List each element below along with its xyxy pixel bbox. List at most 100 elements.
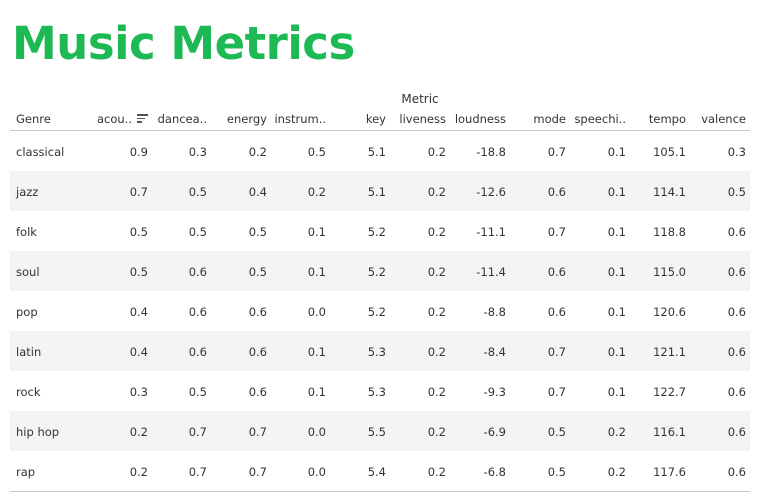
- genre-cell: pop: [16, 305, 38, 319]
- value-cell: -6.9: [483, 425, 506, 439]
- value-cell: 122.7: [653, 385, 686, 399]
- column-header[interactable]: energy: [207, 112, 267, 126]
- value-cell: -11.4: [476, 265, 506, 279]
- value-cell: 0.7: [248, 425, 267, 439]
- genre-cell: soul: [16, 265, 40, 279]
- value-cell: 0.6: [188, 305, 207, 319]
- value-cell: 0.1: [607, 265, 626, 279]
- genre-cell: jazz: [16, 185, 39, 199]
- value-cell: 120.6: [653, 305, 686, 319]
- value-cell: 0.6: [547, 185, 566, 199]
- column-header-label: speechi..: [574, 112, 626, 126]
- value-cell: -9.3: [483, 385, 506, 399]
- table-row: classical 0.9 0.3 0.2 0.5 5.1 0.2 -18.8 0.7 0.1 10…: [10, 131, 750, 171]
- column-header[interactable]: instrum..: [266, 112, 326, 126]
- value-cell: 0.5: [307, 145, 326, 159]
- value-cell: 0.2: [427, 305, 446, 319]
- value-cell: 0.7: [547, 225, 566, 239]
- table-bottom-border: [10, 491, 750, 492]
- value-cell: 0.9: [129, 145, 148, 159]
- column-header[interactable]: dancea..: [147, 112, 207, 126]
- table-row: jazz 0.7 0.5 0.4 0.2 5.1 0.2 -12.6 0.6 0.1 114.1 0.…: [10, 171, 750, 211]
- value-cell: 0.5: [188, 185, 207, 199]
- value-cell: -8.8: [483, 305, 506, 319]
- table-row: soul 0.5 0.6 0.5 0.1 5.2 0.2 -11.4 0.6 0.1 115.0 0.…: [10, 251, 750, 291]
- value-cell: 5.3: [367, 345, 386, 359]
- column-header-label: key: [365, 112, 386, 126]
- value-cell: -18.8: [476, 145, 506, 159]
- column-header[interactable]: mode: [506, 112, 566, 126]
- genre-cell: folk: [16, 225, 37, 239]
- value-cell: 115.0: [653, 265, 686, 279]
- value-cell: 0.2: [427, 425, 446, 439]
- column-header-label: instrum..: [274, 112, 326, 126]
- value-cell: 0.2: [307, 185, 326, 199]
- value-cell: -12.6: [476, 185, 506, 199]
- column-header[interactable]: liveness: [386, 112, 446, 126]
- value-cell: 0.2: [129, 425, 148, 439]
- value-cell: 0.1: [607, 305, 626, 319]
- value-cell: 0.4: [129, 305, 148, 319]
- table-body: classical 0.9 0.3 0.2 0.5 5.1 0.2 -18.8 0.7 0.1 10…: [10, 131, 750, 491]
- value-cell: 5.3: [367, 385, 386, 399]
- value-cell: -8.4: [483, 345, 506, 359]
- column-header[interactable]: speechi..: [566, 112, 626, 126]
- table-row: latin 0.4 0.6 0.6 0.1 5.3 0.2 -8.4 0.7 0.1 121.1 0.…: [10, 331, 750, 371]
- value-cell: 5.2: [367, 265, 386, 279]
- metrics-table: Genre acou.. dancea.. energy instrum.. key li…: [10, 108, 750, 492]
- value-cell: 0.2: [427, 265, 446, 279]
- value-cell: 0.5: [188, 225, 207, 239]
- value-cell: 0.2: [427, 145, 446, 159]
- value-cell: 0.6: [188, 265, 207, 279]
- value-cell: 0.0: [307, 465, 326, 479]
- value-cell: 0.1: [307, 265, 326, 279]
- value-cell: 0.5: [129, 265, 148, 279]
- column-header[interactable]: loudness: [446, 112, 506, 126]
- value-cell: 0.0: [307, 305, 326, 319]
- value-cell: 5.2: [367, 225, 386, 239]
- value-cell: 0.1: [607, 385, 626, 399]
- value-cell: 0.2: [607, 425, 626, 439]
- value-cell: 0.1: [607, 225, 626, 239]
- table-header-row: Genre acou.. dancea.. energy instrum.. key li…: [10, 108, 750, 131]
- value-cell: 0.1: [307, 225, 326, 239]
- value-cell: 0.5: [188, 385, 207, 399]
- column-header[interactable]: key: [326, 112, 386, 126]
- value-cell: 0.7: [547, 385, 566, 399]
- genre-cell: classical: [16, 145, 65, 159]
- column-header[interactable]: acou..: [88, 112, 148, 126]
- value-cell: -6.8: [483, 465, 506, 479]
- value-cell: 0.5: [129, 225, 148, 239]
- value-cell: 0.6: [727, 265, 746, 279]
- value-cell: 0.6: [727, 385, 746, 399]
- value-cell: 105.1: [653, 145, 686, 159]
- genre-cell: rock: [16, 385, 41, 399]
- value-cell: 0.6: [727, 425, 746, 439]
- value-cell: 0.4: [129, 345, 148, 359]
- column-header[interactable]: valence: [686, 112, 746, 126]
- value-cell: 0.2: [427, 465, 446, 479]
- table-row: folk 0.5 0.5 0.5 0.1 5.2 0.2 -11.1 0.7 0.1 118.8 0.…: [10, 211, 750, 251]
- sort-descending-icon[interactable]: [137, 114, 148, 123]
- value-cell: 0.1: [607, 145, 626, 159]
- value-cell: 0.2: [129, 465, 148, 479]
- row-header-genre: Genre: [16, 112, 51, 126]
- value-cell: 0.6: [727, 305, 746, 319]
- table-row: hip hop 0.2 0.7 0.7 0.0 5.5 0.2 -6.9 0.5 0.2 116.1…: [10, 411, 750, 451]
- value-cell: 0.3: [129, 385, 148, 399]
- value-cell: 0.6: [547, 265, 566, 279]
- genre-cell: latin: [16, 345, 42, 359]
- value-cell: 0.6: [248, 305, 267, 319]
- value-cell: 116.1: [653, 425, 686, 439]
- value-cell: 117.6: [653, 465, 686, 479]
- value-cell: 121.1: [653, 345, 686, 359]
- value-cell: 0.6: [727, 345, 746, 359]
- value-cell: 5.4: [367, 465, 386, 479]
- value-cell: 0.2: [427, 225, 446, 239]
- column-header[interactable]: tempo: [626, 112, 686, 126]
- value-cell: 0.4: [248, 185, 267, 199]
- value-cell: 0.7: [248, 465, 267, 479]
- value-cell: 5.5: [367, 425, 386, 439]
- column-header-label: mode: [533, 112, 566, 126]
- table-row: rock 0.3 0.5 0.6 0.1 5.3 0.2 -9.3 0.7 0.1 122.7 0.6: [10, 371, 750, 411]
